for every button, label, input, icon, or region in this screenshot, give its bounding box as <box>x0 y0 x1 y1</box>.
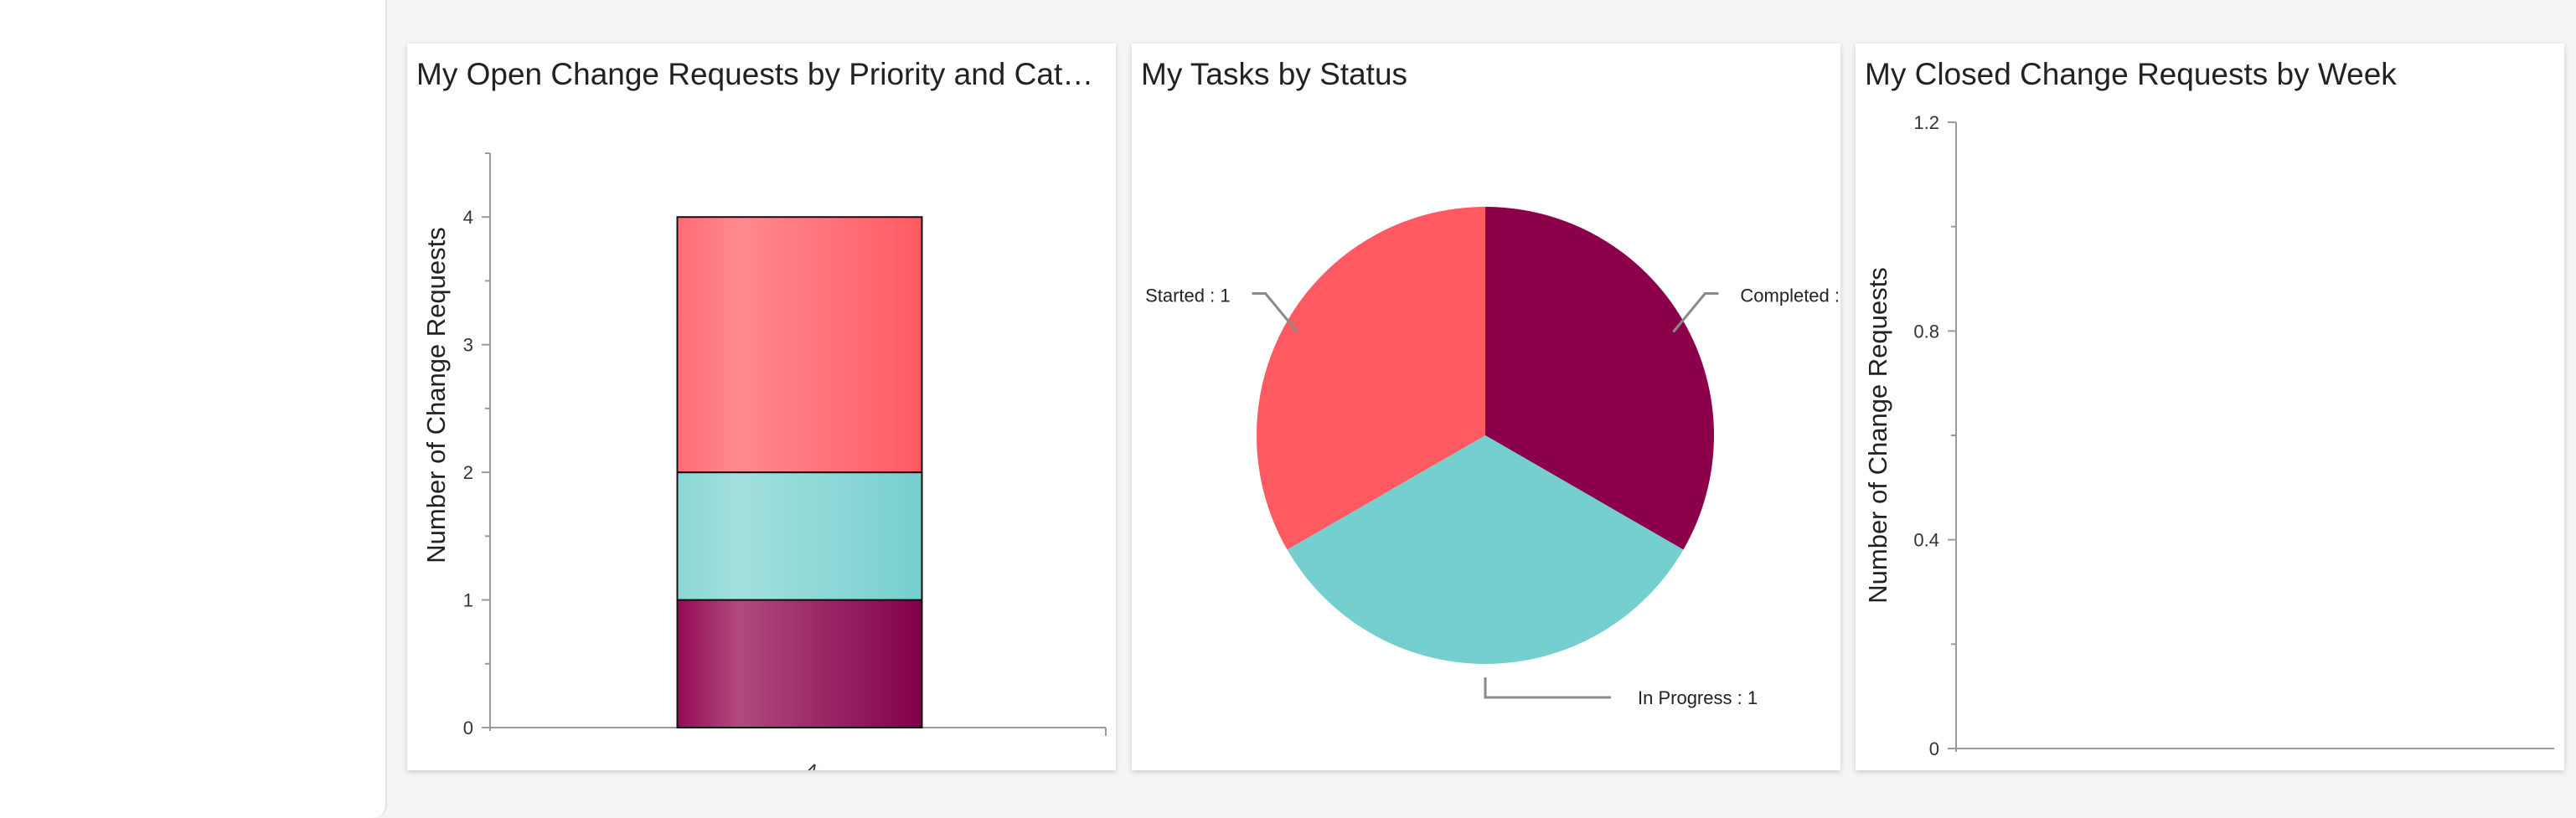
tasks-by-status-pie-chart: Completed : 1 In Progress : 1 Started : 1 <box>1145 207 1840 708</box>
y-tick-label: 1.2 <box>1913 112 1939 133</box>
y-tick-label: 0 <box>463 718 473 738</box>
pie-slice <box>1287 435 1684 664</box>
bar-segment <box>676 216 923 474</box>
closed-change-requests-card: My Closed Change Requests by Week Number… <box>1856 44 2564 770</box>
pie-slice-label: In Progress : 1 <box>1638 687 1758 708</box>
closed-change-requests-chart: Number of Change Requests 0 0.4 0.8 1.2 <box>1863 112 2554 759</box>
pie-slice <box>1257 207 1485 550</box>
open-change-requests-bar-chart: Number of Change Requests 0 1 2 3 4 Normal <box>421 152 1107 770</box>
left-panel <box>0 0 387 818</box>
dashboard-main: My Open Change Requests by Priority and … <box>387 0 2576 818</box>
x-tick-label: Normal <box>802 759 859 770</box>
y-tick-label: 2 <box>463 462 473 483</box>
bar-segment <box>676 599 923 728</box>
bar-segment <box>676 471 923 601</box>
y-tick-label: 4 <box>463 207 473 228</box>
y-tick-label: 3 <box>463 335 473 356</box>
pie-slice-label: Started : 1 <box>1145 286 1231 306</box>
pie-leader-line <box>1252 292 1298 333</box>
y-tick-label: 1 <box>463 590 473 611</box>
y-axis-label: Number of Change Requests <box>1863 267 1892 604</box>
y-tick-label: 0 <box>1929 738 1939 759</box>
pie-leader-line <box>1484 677 1611 699</box>
y-tick-label: 0.8 <box>1913 321 1939 342</box>
tasks-by-status-card: My Tasks by Status Completed : 1In Progr… <box>1132 44 1840 770</box>
y-axis-label: Number of Change Requests <box>421 227 451 563</box>
open-change-requests-card: My Open Change Requests by Priority and … <box>407 44 1116 770</box>
pie-slice <box>1485 207 1714 550</box>
pie-leader-line <box>1672 292 1719 333</box>
pie-slice-label: Completed : 1 <box>1740 286 1840 306</box>
y-tick-label: 0.4 <box>1913 530 1939 551</box>
